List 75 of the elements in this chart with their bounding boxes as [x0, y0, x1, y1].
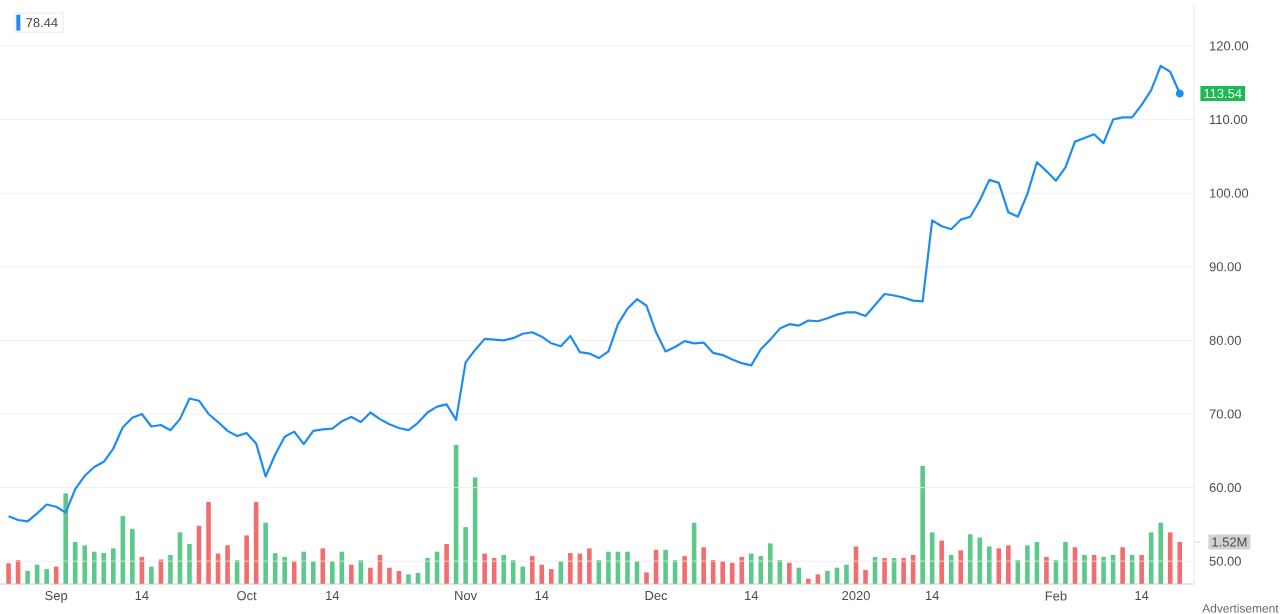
bar [682, 556, 687, 584]
bar [310, 561, 316, 584]
bar [882, 558, 887, 584]
bar [987, 546, 992, 584]
bar [539, 564, 545, 584]
bar [948, 555, 954, 584]
bar [82, 545, 88, 584]
bar [748, 553, 754, 584]
bar [101, 553, 107, 584]
bar [939, 540, 944, 584]
bar [825, 571, 830, 584]
bar [863, 569, 868, 584]
bar [1082, 555, 1087, 584]
bar [187, 543, 192, 584]
bar [72, 542, 78, 584]
bar [529, 556, 535, 584]
bar [225, 545, 230, 584]
bar [463, 527, 468, 584]
bar [168, 555, 173, 584]
bar [244, 535, 249, 584]
bar [1101, 556, 1106, 584]
bar [387, 567, 392, 584]
bar [130, 529, 135, 584]
bar [349, 564, 354, 584]
bar [768, 543, 773, 584]
bar [25, 571, 30, 584]
bar [1158, 522, 1163, 584]
bar [729, 562, 735, 584]
bar [206, 501, 211, 584]
bar [44, 569, 49, 584]
bar [406, 574, 411, 584]
bar [301, 551, 307, 584]
bar [6, 563, 11, 584]
bar [368, 567, 373, 584]
bar [320, 548, 326, 584]
bar [520, 566, 526, 584]
bar [701, 547, 706, 584]
bar [1044, 556, 1049, 584]
bar [1167, 532, 1173, 584]
bar [444, 543, 449, 584]
bar [1120, 547, 1125, 584]
bar [568, 553, 573, 584]
bar [587, 548, 592, 584]
bar [282, 556, 287, 584]
bar [958, 550, 964, 584]
bar [739, 556, 745, 584]
bar [967, 534, 973, 584]
bar [510, 559, 516, 584]
bar [1139, 555, 1144, 584]
bar [758, 556, 764, 584]
bar [501, 555, 506, 584]
bar [63, 493, 68, 584]
bar [625, 551, 630, 584]
bar [330, 561, 335, 584]
bar [663, 549, 668, 584]
bar [111, 548, 116, 584]
bar [1006, 545, 1011, 584]
bar [920, 465, 925, 584]
bar [291, 561, 297, 584]
bar [787, 562, 792, 584]
bar [644, 572, 649, 584]
bar [977, 537, 983, 584]
bar [482, 553, 487, 584]
bar [901, 558, 906, 584]
bar [1177, 542, 1183, 584]
bar [149, 566, 154, 584]
bar [263, 522, 268, 584]
bar [1063, 542, 1068, 584]
bar [844, 564, 849, 584]
bar [1025, 545, 1030, 584]
bar [425, 558, 430, 584]
bar [91, 551, 97, 584]
bar [606, 551, 611, 584]
bar [720, 561, 725, 584]
bar [549, 569, 554, 584]
